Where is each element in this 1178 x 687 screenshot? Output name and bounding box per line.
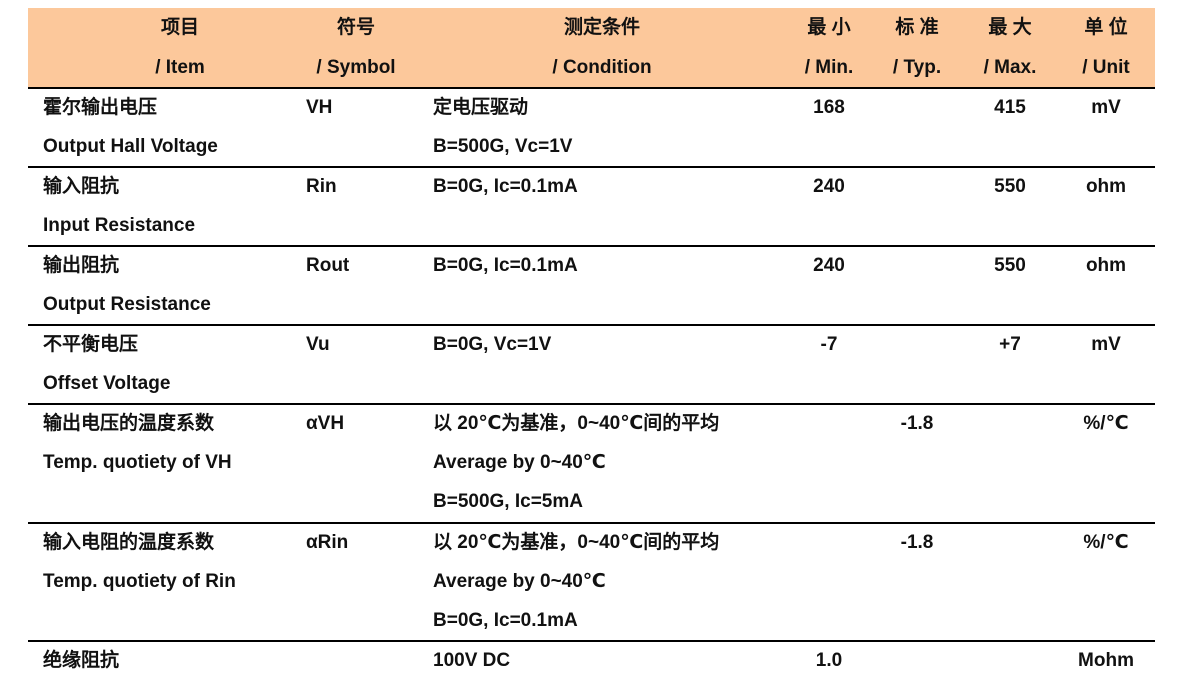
unit: ohm bbox=[1085, 255, 1127, 276]
unit: mV bbox=[1091, 334, 1121, 355]
header-zh: 最 小 bbox=[807, 17, 851, 38]
item-text: Output Hall Voltage bbox=[43, 136, 218, 157]
item-text: 输入阻抗 bbox=[43, 176, 120, 197]
item-text: 输出阻抗 bbox=[43, 255, 120, 276]
row-rule bbox=[28, 403, 1155, 405]
symbol: αVH bbox=[306, 413, 345, 434]
item-text: 绝缘阻抗 bbox=[43, 650, 120, 671]
condition: B=0G, Ic=0.1mA bbox=[433, 176, 578, 197]
unit: ohm bbox=[1085, 176, 1127, 197]
unit: %/℃ bbox=[1083, 413, 1129, 434]
header-zh: 符号 bbox=[336, 17, 376, 38]
min-value: 240 bbox=[813, 176, 845, 197]
item-text: 输出电压的温度系数 bbox=[43, 413, 215, 434]
row-rule bbox=[28, 522, 1155, 524]
header-zh: 最 大 bbox=[988, 17, 1032, 38]
condition: B=0G, Vc=1V bbox=[433, 334, 552, 355]
min-value: 168 bbox=[813, 97, 845, 118]
header-zh: 标 准 bbox=[895, 17, 939, 38]
min-value: -7 bbox=[820, 334, 838, 355]
item-text: Output Resistance bbox=[43, 294, 211, 315]
condition: Average by 0~40℃ bbox=[433, 452, 606, 473]
max-value: 550 bbox=[994, 176, 1026, 197]
max-value: 550 bbox=[994, 255, 1026, 276]
min-value: 240 bbox=[813, 255, 845, 276]
condition: 100V DC bbox=[433, 650, 511, 671]
row-rule bbox=[28, 166, 1155, 168]
item-text: 输入电阻的温度系数 bbox=[43, 532, 215, 553]
max-value: +7 bbox=[999, 334, 1021, 355]
item-text: 霍尔输出电压 bbox=[43, 97, 158, 118]
typ-value: -1.8 bbox=[900, 413, 934, 434]
symbol: Vu bbox=[306, 334, 330, 355]
symbol: Rout bbox=[306, 255, 350, 276]
max-value: 415 bbox=[994, 97, 1026, 118]
condition: B=0G, Ic=0.1mA bbox=[433, 255, 578, 276]
row-rule bbox=[28, 87, 1155, 89]
item-text: Temp. quotiety of VH bbox=[43, 452, 232, 473]
condition: 以 20℃为基准，0~40℃间的平均 bbox=[433, 413, 720, 434]
header-en: / Condition bbox=[552, 57, 652, 78]
symbol: Rin bbox=[306, 176, 337, 197]
min-value: 1.0 bbox=[815, 650, 843, 671]
condition: 以 20℃为基准，0~40℃间的平均 bbox=[433, 532, 720, 553]
symbol: αRin bbox=[306, 532, 349, 553]
item-text: 不平衡电压 bbox=[43, 334, 139, 355]
header-background bbox=[28, 8, 1155, 88]
unit: %/℃ bbox=[1083, 532, 1129, 553]
header-zh: 单 位 bbox=[1084, 17, 1128, 38]
condition: B=500G, Vc=1V bbox=[433, 136, 573, 157]
condition: 定电压驱动 bbox=[433, 97, 529, 118]
condition: B=0G, Ic=0.1mA bbox=[433, 610, 578, 631]
unit: Mohm bbox=[1078, 650, 1134, 671]
item-text: Temp. quotiety of Rin bbox=[43, 571, 236, 592]
header-en: / Item bbox=[155, 57, 205, 78]
row-rule bbox=[28, 640, 1155, 642]
unit: mV bbox=[1091, 97, 1121, 118]
row-rule bbox=[28, 245, 1155, 247]
header-en: / Min. bbox=[804, 57, 854, 78]
header-en: / Unit bbox=[1082, 57, 1130, 78]
item-text: Offset Voltage bbox=[43, 373, 171, 394]
row-rule bbox=[28, 324, 1155, 326]
header-zh: 项目 bbox=[160, 17, 200, 38]
header-en: / Typ. bbox=[892, 57, 942, 78]
condition: Average by 0~40℃ bbox=[433, 571, 606, 592]
symbol: VH bbox=[306, 97, 333, 118]
item-text: Input Resistance bbox=[43, 215, 196, 236]
typ-value: -1.8 bbox=[900, 532, 934, 553]
header-en: / Symbol bbox=[316, 57, 396, 78]
header-zh: 测定条件 bbox=[563, 17, 641, 38]
header-en: / Max. bbox=[983, 57, 1037, 78]
condition: B=500G, Ic=5mA bbox=[433, 491, 583, 512]
